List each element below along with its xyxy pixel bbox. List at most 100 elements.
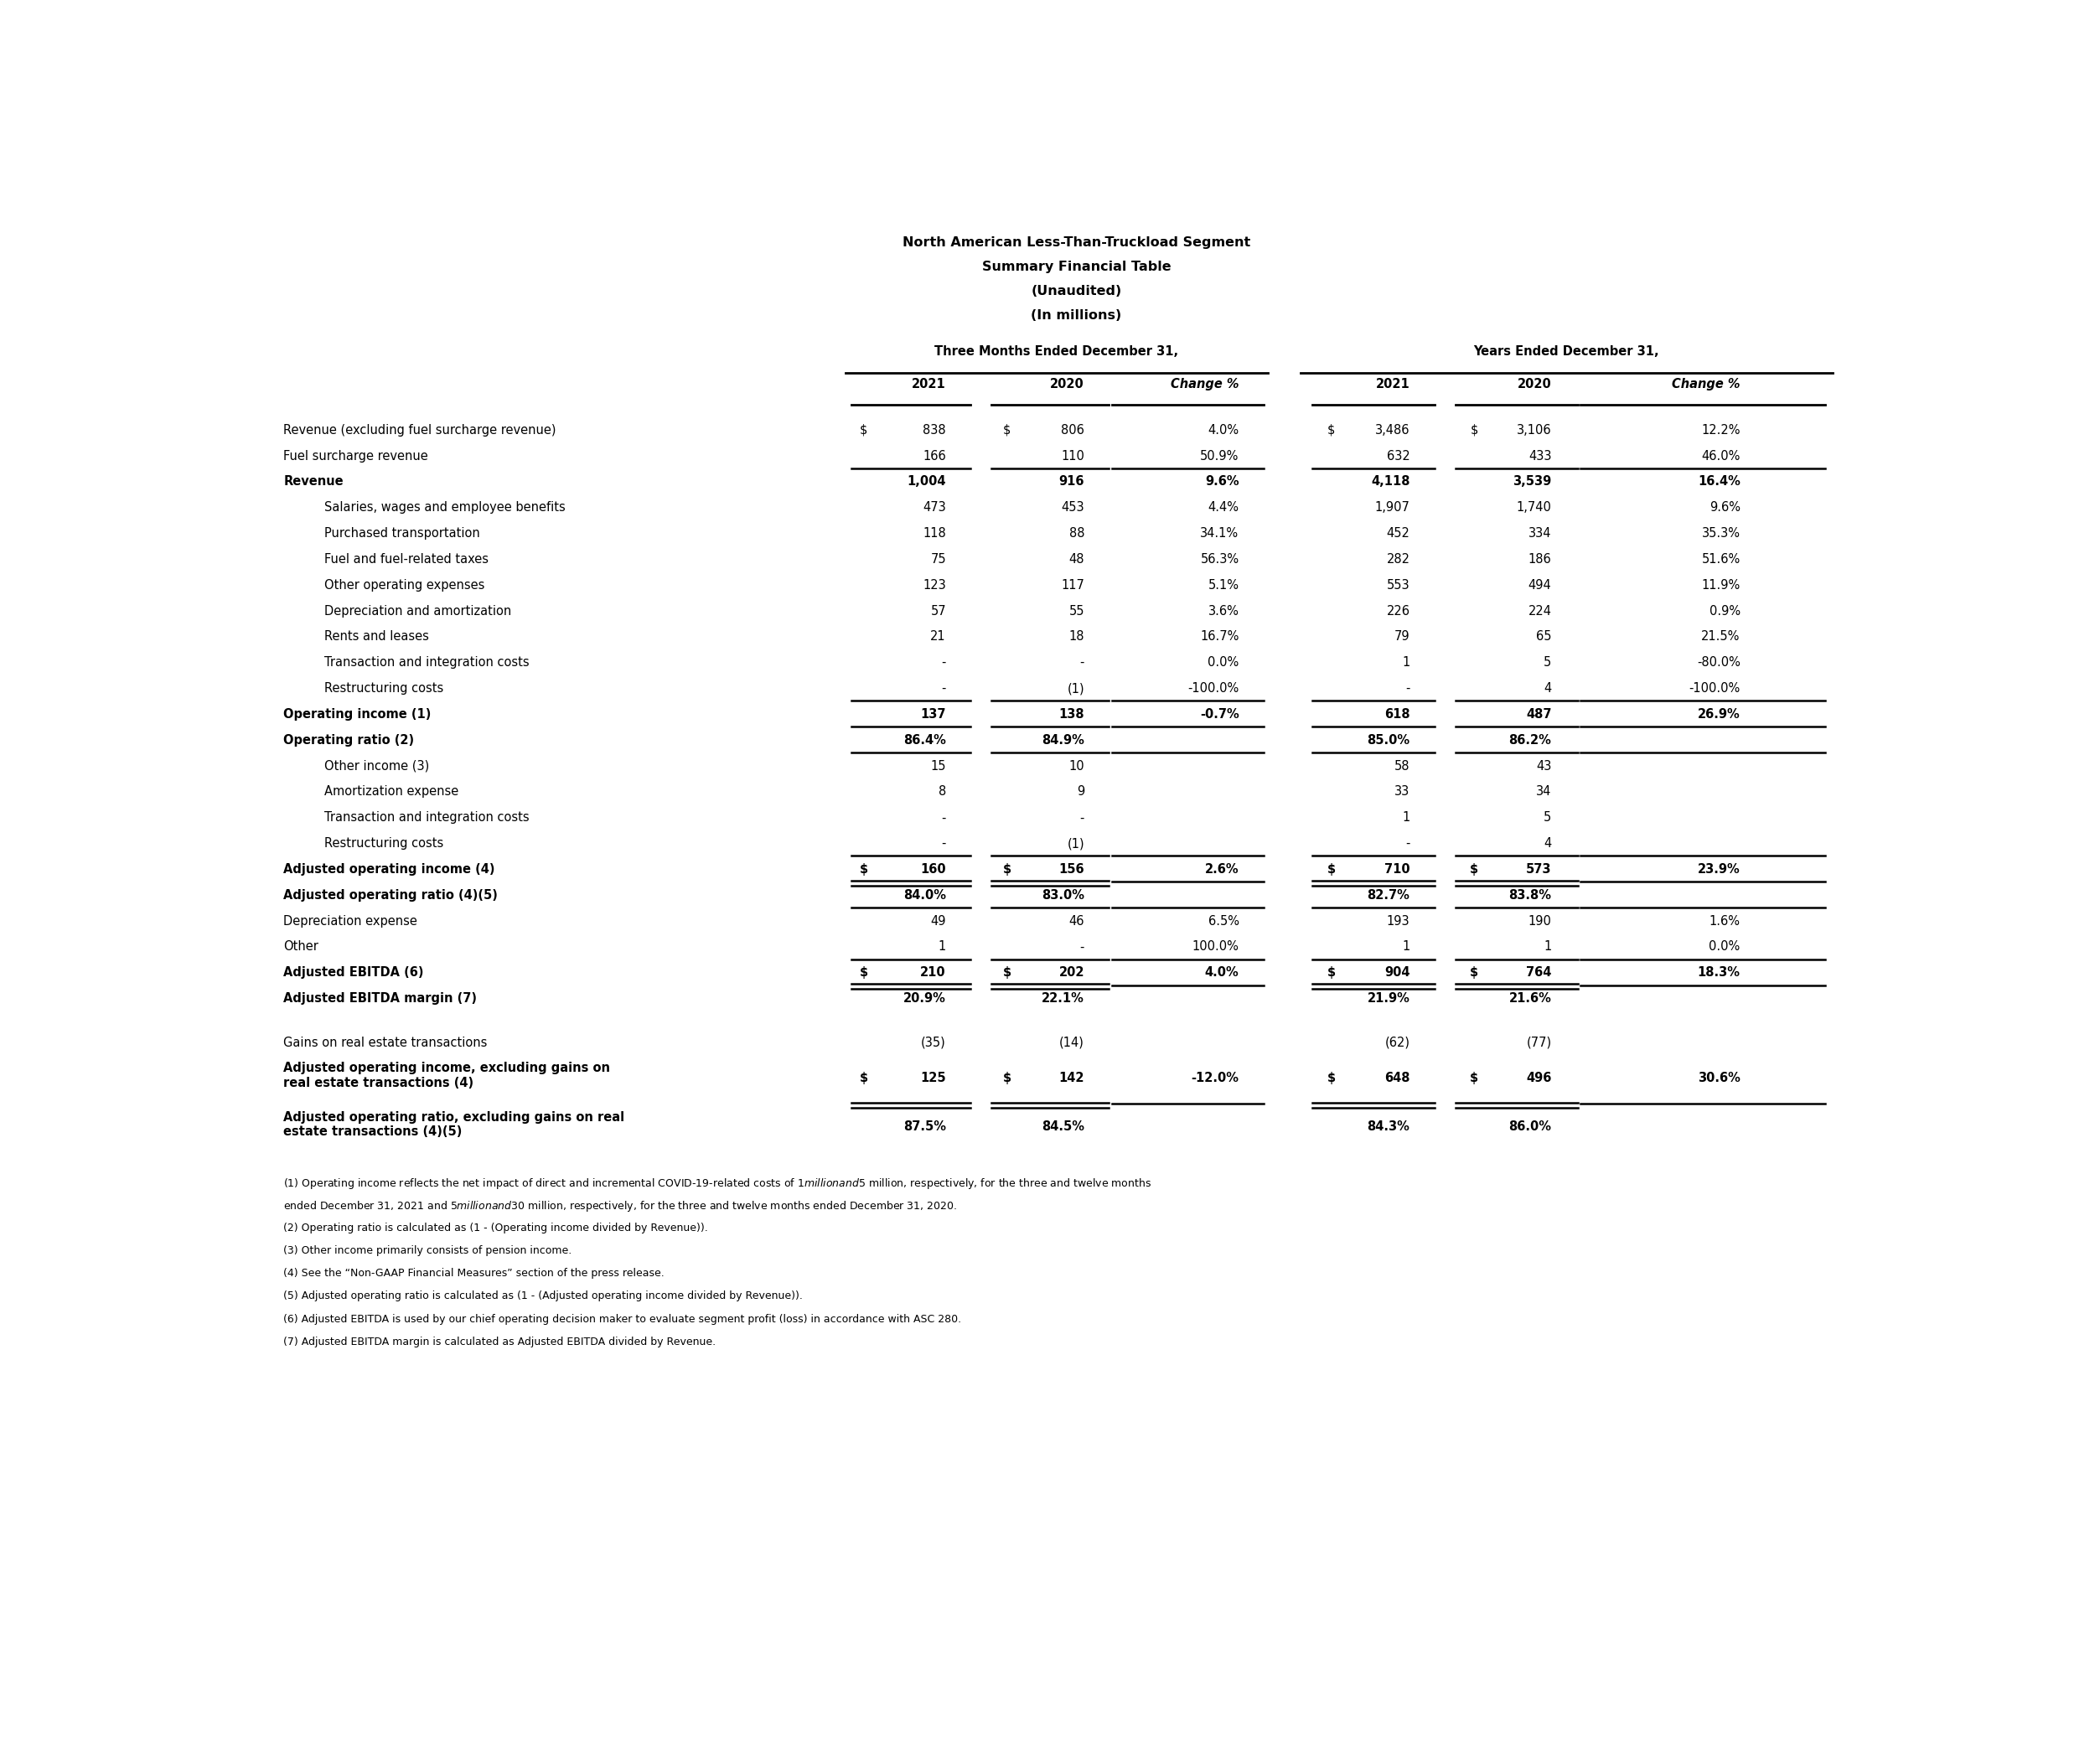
Text: 904: 904 [1384, 967, 1409, 979]
Text: 618: 618 [1384, 708, 1409, 720]
Text: $: $ [1470, 423, 1478, 437]
Text: 16.4%: 16.4% [1697, 475, 1741, 488]
Text: (2) Operating ratio is calculated as (1 - (Operating income divided by Revenue)): (2) Operating ratio is calculated as (1 … [284, 1222, 708, 1232]
Text: 48: 48 [1069, 552, 1084, 566]
Text: 123: 123 [922, 579, 945, 591]
Text: Purchased transportation: Purchased transportation [323, 528, 481, 540]
Text: 46: 46 [1069, 914, 1084, 928]
Text: Summary Financial Table: Summary Financial Table [981, 260, 1172, 273]
Text: 2020: 2020 [1050, 378, 1084, 390]
Text: 1: 1 [1403, 811, 1409, 823]
Text: 226: 226 [1386, 605, 1409, 617]
Text: 190: 190 [1529, 914, 1552, 928]
Text: 21.6%: 21.6% [1508, 993, 1552, 1005]
Text: $: $ [1004, 423, 1010, 437]
Text: 452: 452 [1386, 528, 1409, 540]
Text: -: - [941, 837, 945, 850]
Text: -80.0%: -80.0% [1697, 656, 1741, 669]
Text: 55: 55 [1069, 605, 1084, 617]
Text: 0.0%: 0.0% [1207, 656, 1239, 669]
Text: $: $ [1327, 1072, 1336, 1084]
Text: -: - [1405, 837, 1409, 850]
Text: $: $ [859, 423, 867, 437]
Text: 10: 10 [1069, 760, 1084, 773]
Text: 33: 33 [1394, 785, 1409, 799]
Text: 4.0%: 4.0% [1205, 967, 1239, 979]
Text: 18: 18 [1069, 631, 1084, 643]
Text: Rents and leases: Rents and leases [323, 631, 428, 643]
Text: 4: 4 [1543, 837, 1552, 850]
Text: Other: Other [284, 940, 319, 953]
Text: Adjusted EBITDA (6): Adjusted EBITDA (6) [284, 967, 424, 979]
Text: 56.3%: 56.3% [1201, 552, 1239, 566]
Text: Adjusted operating income, excluding gains on
real estate transactions (4): Adjusted operating income, excluding gai… [284, 1063, 611, 1089]
Text: Adjusted operating ratio, excluding gains on real
estate transactions (4)(5): Adjusted operating ratio, excluding gain… [284, 1112, 626, 1138]
Text: -: - [1079, 656, 1084, 669]
Text: Restructuring costs: Restructuring costs [323, 682, 443, 694]
Text: Gains on real estate transactions: Gains on real estate transactions [284, 1037, 487, 1049]
Text: 9.6%: 9.6% [1709, 502, 1741, 514]
Text: 12.2%: 12.2% [1701, 423, 1741, 437]
Text: 710: 710 [1384, 864, 1409, 876]
Text: 65: 65 [1535, 631, 1552, 643]
Text: Change %: Change % [1170, 378, 1239, 390]
Text: 51.6%: 51.6% [1701, 552, 1741, 566]
Text: -: - [941, 811, 945, 823]
Text: (1) Operating income reflects the net impact of direct and incremental COVID-19-: (1) Operating income reflects the net im… [284, 1176, 1153, 1190]
Text: 2.6%: 2.6% [1205, 864, 1239, 876]
Text: 496: 496 [1527, 1072, 1552, 1084]
Text: 138: 138 [1058, 708, 1084, 720]
Text: 16.7%: 16.7% [1199, 631, 1239, 643]
Text: -100.0%: -100.0% [1688, 682, 1741, 694]
Text: Adjusted operating income (4): Adjusted operating income (4) [284, 864, 496, 876]
Text: 57: 57 [930, 605, 945, 617]
Text: -100.0%: -100.0% [1189, 682, 1239, 694]
Text: 1: 1 [1543, 940, 1552, 953]
Text: 5: 5 [1543, 811, 1552, 823]
Text: 553: 553 [1386, 579, 1409, 591]
Text: 166: 166 [922, 449, 945, 461]
Text: 83.0%: 83.0% [1042, 890, 1084, 902]
Text: Years Ended December 31,: Years Ended December 31, [1474, 346, 1659, 358]
Text: -0.7%: -0.7% [1199, 708, 1239, 720]
Text: 210: 210 [920, 967, 945, 979]
Text: 34: 34 [1535, 785, 1552, 799]
Text: 648: 648 [1384, 1072, 1409, 1084]
Text: $: $ [859, 864, 867, 876]
Text: 453: 453 [1060, 502, 1084, 514]
Text: $: $ [859, 1072, 867, 1084]
Text: 22.1%: 22.1% [1042, 993, 1084, 1005]
Text: (4) See the “Non-GAAP Financial Measures” section of the press release.: (4) See the “Non-GAAP Financial Measures… [284, 1267, 666, 1280]
Text: North American Less-Than-Truckload Segment: North American Less-Than-Truckload Segme… [903, 236, 1250, 250]
Text: 20.9%: 20.9% [903, 993, 945, 1005]
Text: 573: 573 [1527, 864, 1552, 876]
Text: 4,118: 4,118 [1371, 475, 1409, 488]
Text: 26.9%: 26.9% [1697, 708, 1741, 720]
Text: Other operating expenses: Other operating expenses [323, 579, 485, 591]
Text: -: - [941, 682, 945, 694]
Text: 5.1%: 5.1% [1207, 579, 1239, 591]
Text: Fuel and fuel-related taxes: Fuel and fuel-related taxes [323, 552, 489, 566]
Text: 43: 43 [1535, 760, 1552, 773]
Text: 806: 806 [1060, 423, 1084, 437]
Text: 58: 58 [1394, 760, 1409, 773]
Text: 632: 632 [1386, 449, 1409, 461]
Text: $: $ [1470, 1072, 1478, 1084]
Text: Operating income (1): Operating income (1) [284, 708, 430, 720]
Text: (5) Adjusted operating ratio is calculated as (1 - (Adjusted operating income di: (5) Adjusted operating ratio is calculat… [284, 1290, 802, 1302]
Text: 1,907: 1,907 [1376, 502, 1409, 514]
Text: 193: 193 [1386, 914, 1409, 928]
Text: 15: 15 [930, 760, 945, 773]
Text: 84.0%: 84.0% [903, 890, 945, 902]
Text: 473: 473 [922, 502, 945, 514]
Text: 1: 1 [1403, 940, 1409, 953]
Text: (6) Adjusted EBITDA is used by our chief operating decision maker to evaluate se: (6) Adjusted EBITDA is used by our chief… [284, 1314, 962, 1325]
Text: 110: 110 [1060, 449, 1084, 461]
Text: (35): (35) [922, 1037, 945, 1049]
Text: 0.9%: 0.9% [1709, 605, 1741, 617]
Text: 3,539: 3,539 [1512, 475, 1552, 488]
Text: 21.5%: 21.5% [1701, 631, 1741, 643]
Text: 6.5%: 6.5% [1207, 914, 1239, 928]
Text: 125: 125 [920, 1072, 945, 1084]
Text: 50.9%: 50.9% [1199, 449, 1239, 461]
